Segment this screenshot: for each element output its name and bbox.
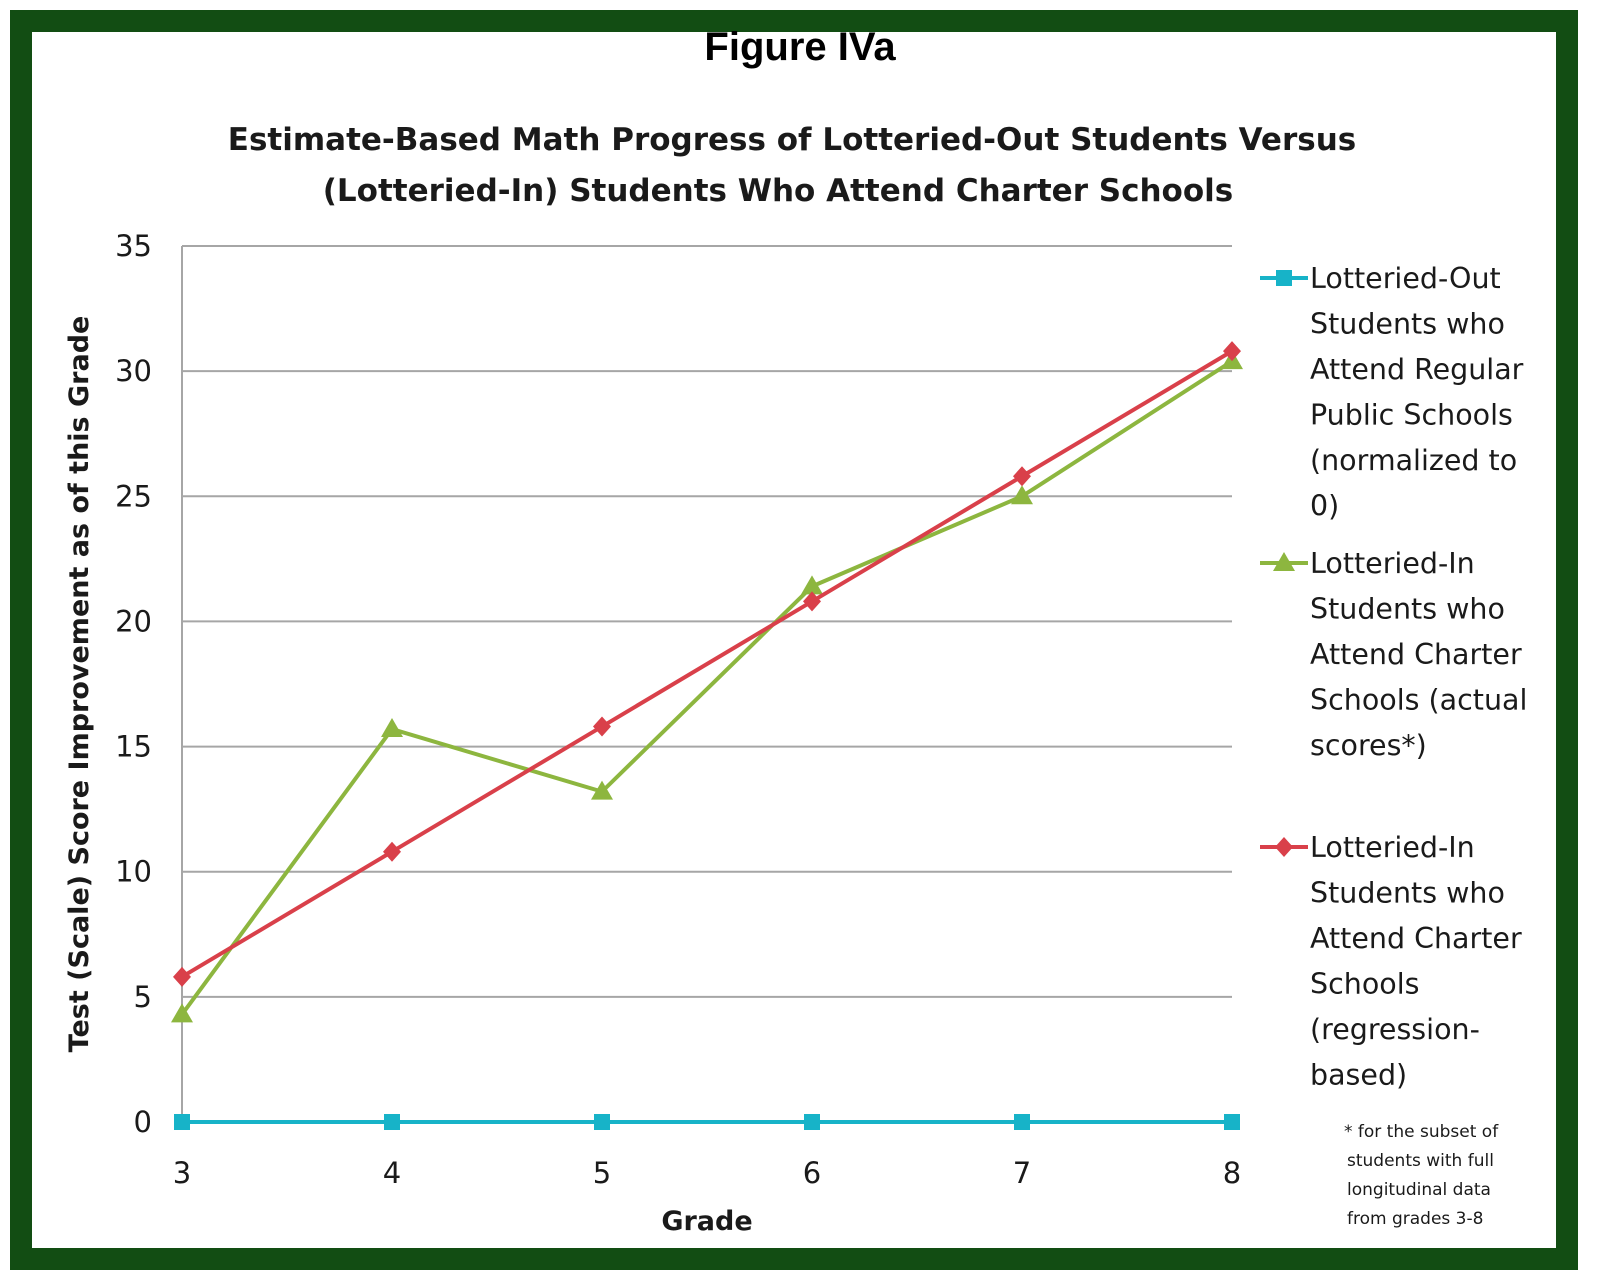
chart-title-line-2: (Lotteried-In) Students Who Attend Chart… (323, 173, 1233, 209)
series-line (180, 349, 1234, 979)
data-point (174, 1114, 190, 1130)
data-point (1224, 1114, 1240, 1130)
x-tick-label: 7 (1013, 1156, 1031, 1190)
y-tick-label: 0 (134, 1105, 152, 1139)
data-point (594, 1114, 610, 1130)
legend-label: scores*) (1310, 729, 1427, 762)
x-tick-label: 4 (383, 1156, 401, 1190)
y-axis-label: Test (Scale) Score Improvement as of thi… (64, 316, 95, 1053)
data-point (593, 716, 611, 737)
y-tick-label: 15 (115, 730, 152, 764)
data-point (801, 575, 823, 595)
x-tick-label: 3 (173, 1156, 191, 1190)
x-tick-labels: 3 4 5 6 7 8 (173, 1156, 1241, 1190)
legend-label: Students who (1310, 877, 1505, 910)
data-point (384, 1114, 400, 1130)
legend-label: (normalized to (1310, 444, 1517, 477)
series-3 (173, 341, 1241, 987)
y-tick-label: 35 (115, 229, 152, 263)
legend-marker (1276, 270, 1292, 286)
footnote-line: longitudinal data (1347, 1180, 1491, 1200)
legend-label: (regression- (1310, 1013, 1480, 1046)
legend-label: Schools (actual (1310, 684, 1527, 717)
data-point (1011, 485, 1033, 505)
legend-label: based) (1310, 1059, 1407, 1092)
legend-marker (1275, 837, 1293, 857)
data-point (383, 841, 401, 862)
y-tick-label: 30 (115, 354, 152, 388)
footnote-line: * for the subset of (1344, 1122, 1499, 1142)
legend-label: Public Schools (1310, 399, 1513, 432)
y-tick-labels: 0 5 10 15 20 25 30 35 (115, 229, 152, 1139)
legend-label: 0) (1310, 490, 1339, 523)
chart-title-line-1: Estimate-Based Math Progress of Lotterie… (228, 122, 1356, 158)
y-tick-label: 25 (115, 479, 152, 513)
data-point (381, 718, 403, 738)
series-line (180, 359, 1234, 1016)
gridlines (182, 245, 1232, 998)
legend-label: Students who (1310, 593, 1505, 626)
legend-label: Attend Charter (1310, 922, 1522, 955)
legend-label: Lotteried-Out (1310, 262, 1501, 295)
data-point (173, 966, 191, 987)
legend-label: Lotteried-In (1310, 547, 1475, 580)
legend-item-1: Lotteried-Out Students who Attend Regular P… (1260, 262, 1524, 523)
legend: Lotteried-Out Students who Attend Regular P… (1260, 262, 1527, 1092)
data-point (1223, 341, 1241, 362)
x-tick-label: 8 (1223, 1156, 1241, 1190)
legend-item-2: Lotteried-In Students who Attend Charter Sc… (1260, 547, 1527, 762)
legend-marker (1273, 552, 1295, 571)
legend-label: Attend Regular (1310, 353, 1524, 386)
data-point (1014, 1114, 1030, 1130)
data-point (803, 591, 821, 612)
data-point (171, 1003, 193, 1023)
legend-label: Attend Charter (1310, 638, 1522, 671)
axes (181, 246, 1232, 1123)
figure-title: Figure IVa (704, 25, 896, 69)
x-axis-label: Grade (661, 1206, 752, 1237)
data-point (1013, 466, 1031, 487)
x-tick-label: 6 (803, 1156, 821, 1190)
legend-label: Lotteried-In (1310, 831, 1475, 864)
y-tick-label: 10 (115, 855, 152, 889)
footnote: * for the subset of students with full lon… (1344, 1122, 1499, 1229)
series-2 (171, 350, 1243, 1023)
footnote-line: from grades 3-8 (1347, 1209, 1483, 1229)
legend-label: Students who (1310, 308, 1505, 341)
x-tick-label: 5 (593, 1156, 611, 1190)
y-tick-label: 20 (115, 604, 152, 638)
figure-frame (10, 10, 1578, 1270)
series-1 (174, 1114, 1240, 1130)
legend-item-3: Lotteried-In Students who Attend Charter Sc… (1260, 831, 1522, 1092)
data-point (804, 1114, 820, 1130)
legend-label: Schools (1310, 968, 1419, 1001)
y-tick-label: 5 (134, 980, 152, 1014)
series-lines (171, 341, 1243, 1130)
footnote-line: students with full (1347, 1151, 1494, 1171)
data-point (591, 780, 613, 800)
